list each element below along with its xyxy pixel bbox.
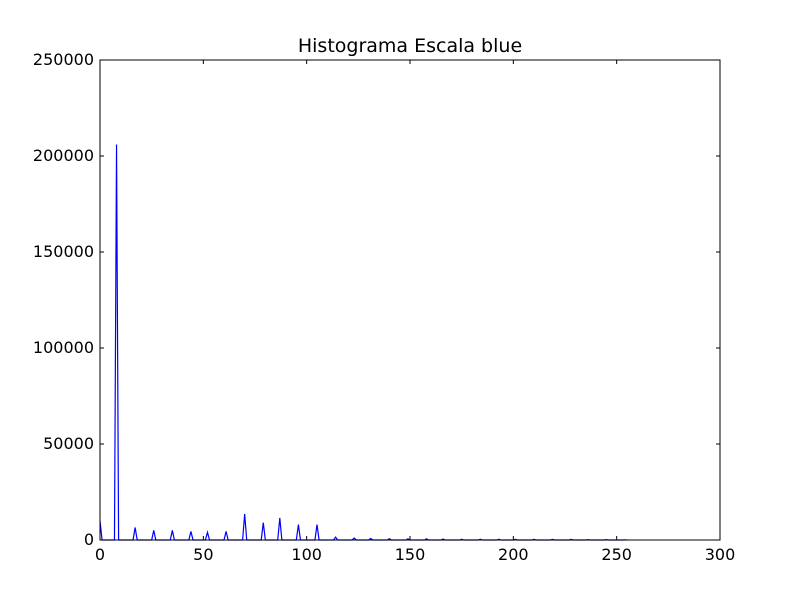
plot-area	[100, 60, 720, 540]
plot-frame	[99, 59, 721, 541]
y-tick-label-2: 100000	[33, 338, 94, 357]
chart-title: Histograma Escala blue	[298, 35, 522, 57]
y-tick-label-3: 150000	[33, 242, 94, 261]
y-tick-label-4: 200000	[33, 146, 94, 165]
y-tick-label-0: 0	[84, 530, 94, 549]
x-tick-label-0: 0	[95, 545, 105, 564]
x-tick-label-2: 100	[291, 545, 322, 564]
axis-tick-labels: 0 50 100 150 200 250 300 0 50000 100000 150000 2000…	[33, 50, 735, 564]
x-tick-label-3: 150	[395, 545, 426, 564]
x-tick-label-4: 200	[498, 545, 529, 564]
y-tick-label-1: 50000	[43, 434, 94, 453]
x-tick-label-6: 300	[705, 545, 736, 564]
y-tick-label-5: 250000	[33, 50, 94, 69]
x-tick-label-5: 250	[601, 545, 632, 564]
x-tick-label-1: 50	[193, 545, 213, 564]
